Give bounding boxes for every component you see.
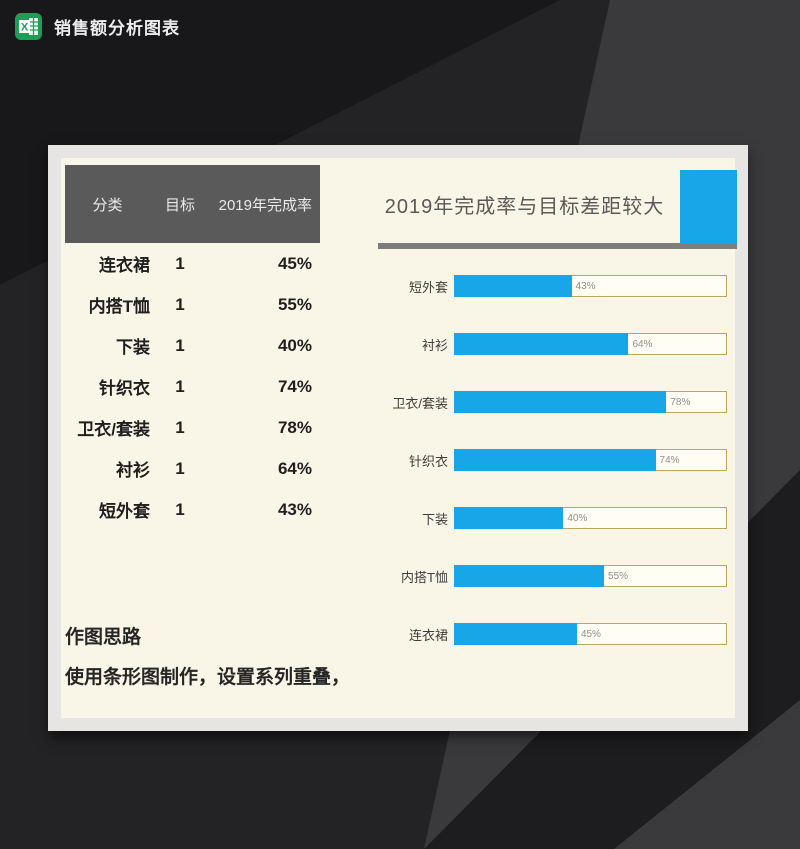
notes-line2: 使用条形图制作，设置系列重叠， (65, 667, 351, 688)
bar-category-label: 衬衫 (421, 337, 448, 353)
panel-content: 分类 目标 2019年完成率 连衣裙 1 45% 内搭T恤 1 55% 下装 1 40% 针织衣 1… (61, 158, 737, 718)
bar-target-track: 78% (454, 391, 727, 413)
bar-row: 内搭T恤 55% (378, 565, 727, 587)
accent-square (680, 170, 737, 244)
bars: 短外套 43% 衬衫 64% 卫衣/套装 78% 针织衣 74% 下装 40% 内搭T恤 55% 连衣裙… (378, 275, 737, 645)
target-cell: 1 (175, 417, 185, 437)
bar-target-track: 55% (454, 565, 727, 587)
category-cell: 短外套 (99, 502, 150, 521)
bar-category-label: 短外套 (408, 279, 448, 295)
svg-text:X: X (21, 21, 29, 33)
category-cell: 衬衫 (116, 461, 150, 480)
table-rows: 连衣裙 1 45% 内搭T恤 1 55% 下装 1 40% 针织衣 1 74% 卫衣/套装 1 78% 衬衫 1… (65, 243, 320, 530)
bar-target-track: 74% (454, 449, 727, 471)
bar-row: 针织衣 74% (378, 449, 727, 471)
bar-category-label: 针织衣 (408, 453, 448, 469)
data-table: 分类 目标 2019年完成率 连衣裙 1 45% 内搭T恤 1 55% 下装 1 40% 针织衣 1… (65, 165, 320, 530)
bar-row: 短外套 43% (378, 275, 727, 297)
category-cell: 卫衣/套装 (77, 420, 150, 439)
bar-completion-fill (454, 623, 577, 645)
bar-value-label: 78% (670, 396, 691, 408)
bar-value-label: 74% (659, 454, 680, 466)
chart-title-block: 2019年完成率与目标差距较大 (378, 165, 737, 249)
rate-cell: 64% (277, 458, 312, 478)
bar-row: 卫衣/套装 78% (378, 391, 727, 413)
table-row: 衬衫 1 64% (65, 448, 320, 489)
completion-chart: 2019年完成率与目标差距较大 短外套 43% 衬衫 64% 卫衣/套装 78% 针织衣 74… (378, 165, 737, 710)
target-cell: 1 (175, 499, 185, 519)
bar-completion-fill (454, 507, 564, 529)
chart-title: 2019年完成率与目标差距较大 (384, 195, 665, 218)
category-cell: 内搭T恤 (88, 297, 150, 316)
target-cell: 1 (175, 335, 185, 355)
header-rate: 2019年完成率 (218, 196, 312, 214)
table-row: 短外套 1 43% (65, 489, 320, 530)
bar-target-track: 64% (454, 333, 727, 355)
excel-icon: X (15, 12, 42, 40)
bar-value-label: 45% (580, 628, 601, 640)
bar-value-label: 55% (608, 570, 629, 582)
table-row: 下装 1 40% (65, 325, 320, 366)
table-row: 内搭T恤 1 55% (65, 284, 320, 325)
bar-row: 下装 40% (378, 507, 727, 529)
slide-panel: 分类 目标 2019年完成率 连衣裙 1 45% 内搭T恤 1 55% 下装 1 40% 针织衣 1… (48, 145, 748, 731)
bar-category-label: 连衣裙 (408, 627, 448, 643)
rate-cell: 74% (277, 376, 312, 396)
window-title: 销售额分析图表 (54, 18, 180, 38)
bar-target-track: 40% (454, 507, 727, 529)
notes: 作图思路 使用条形图制作，设置系列重叠， (65, 618, 350, 698)
bar-value-label: 64% (632, 338, 653, 350)
header-target: 目标 (164, 196, 195, 214)
bar-category-label: 下装 (421, 511, 448, 527)
bar-value-label: 40% (567, 512, 588, 524)
notes-line1: 作图思路 (65, 627, 142, 648)
title-bar: X 销售额分析图表 (0, 0, 800, 52)
rate-cell: 43% (277, 499, 312, 519)
category-cell: 下装 (116, 338, 150, 357)
bar-row: 衬衫 64% (378, 333, 727, 355)
table-header-row: 分类 目标 2019年完成率 (65, 165, 320, 243)
table-row: 针织衣 1 74% (65, 366, 320, 407)
rate-cell: 78% (277, 417, 312, 437)
table-row: 卫衣/套装 1 78% (65, 407, 320, 448)
bar-target-track: 43% (454, 275, 727, 297)
bar-category-label: 内搭T恤 (401, 569, 448, 585)
category-cell: 连衣裙 (99, 256, 150, 275)
target-cell: 1 (175, 253, 185, 273)
bar-completion-fill (454, 391, 667, 413)
target-cell: 1 (175, 458, 185, 478)
target-cell: 1 (175, 294, 185, 314)
category-cell: 针织衣 (99, 379, 150, 398)
bar-completion-fill (454, 275, 572, 297)
bar-completion-fill (454, 449, 656, 471)
rate-cell: 55% (277, 294, 312, 314)
bar-target-track: 45% (454, 623, 727, 645)
bar-value-label: 43% (575, 280, 596, 292)
bar-completion-fill (454, 565, 605, 587)
table-row: 连衣裙 1 45% (65, 243, 320, 284)
rate-cell: 40% (277, 335, 312, 355)
bar-completion-fill (454, 333, 629, 355)
header-category: 分类 (92, 196, 123, 214)
bar-category-label: 卫衣/套装 (392, 395, 448, 411)
target-cell: 1 (175, 376, 185, 396)
rate-cell: 45% (277, 253, 312, 273)
bar-row: 连衣裙 45% (378, 623, 727, 645)
